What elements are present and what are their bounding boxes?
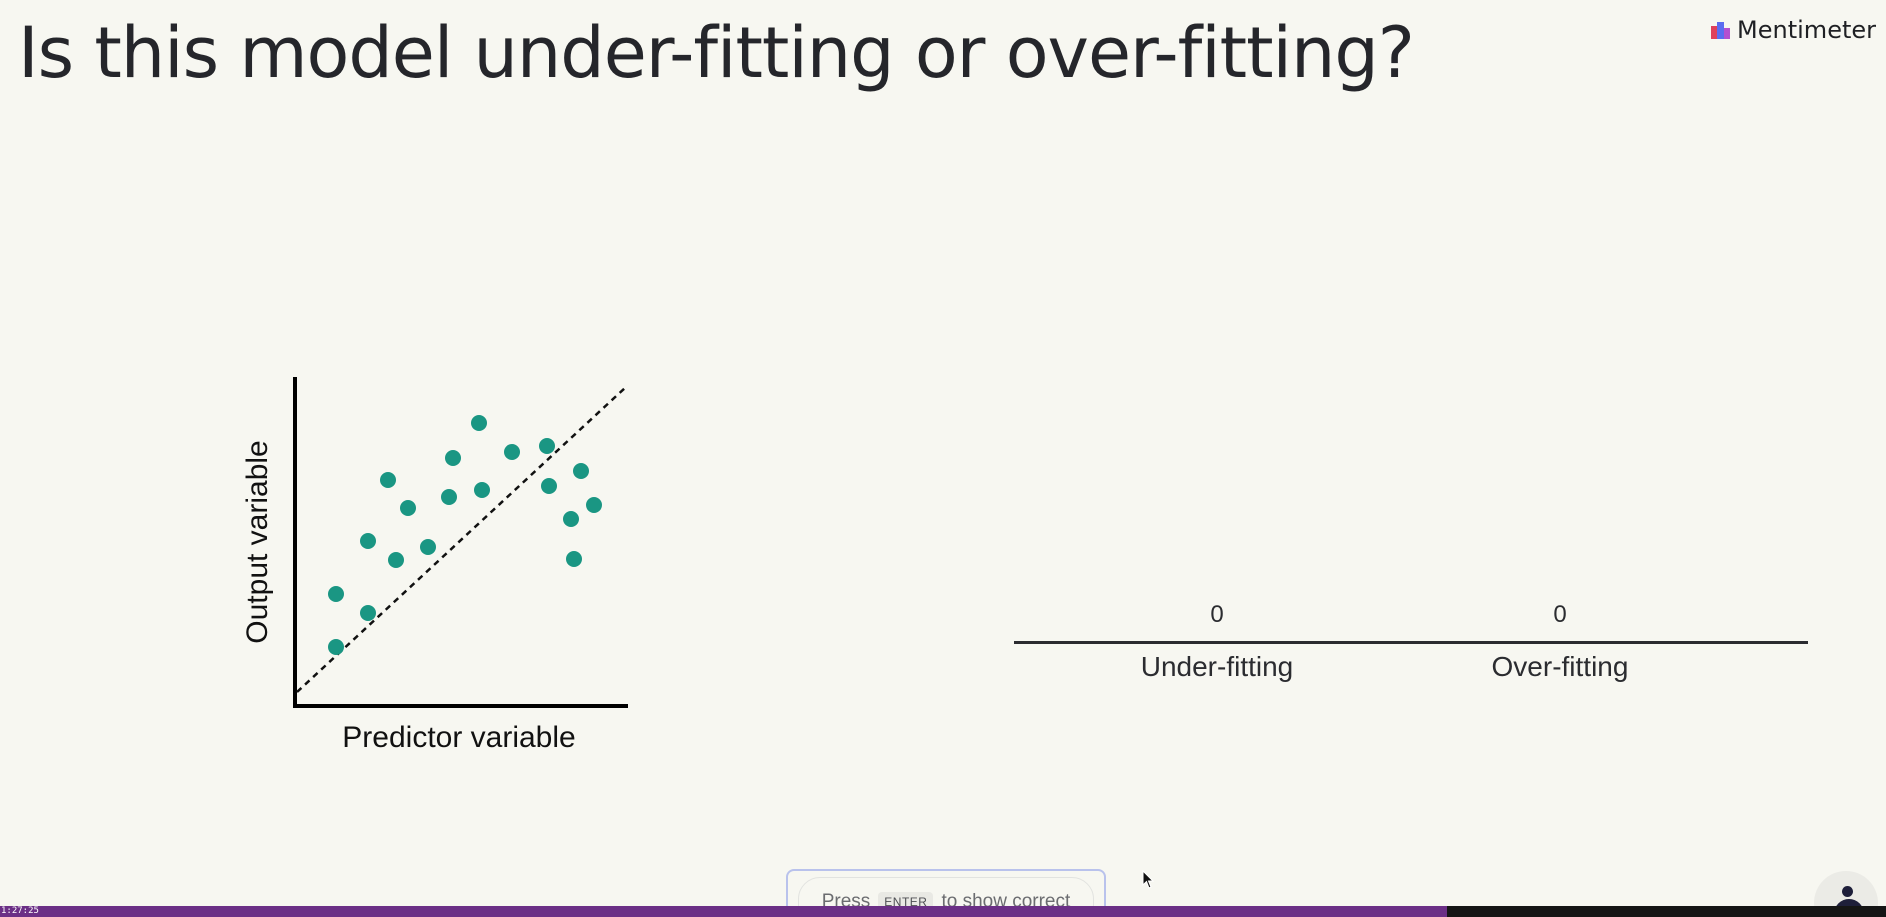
slide-title: Is this model under-fitting or over-fitt… [18, 12, 1415, 94]
data-point [474, 482, 490, 498]
data-point [400, 500, 416, 516]
option-label: Over-fitting [1491, 651, 1629, 682]
data-point [566, 551, 582, 567]
mouse-cursor-icon [1142, 870, 1155, 889]
result-option-over-fitting: 0 Over-fitting [1430, 600, 1690, 684]
data-point [586, 497, 602, 513]
scatter-illustration: Output variable Predictor variable [240, 370, 640, 760]
option-count: 0 [1210, 601, 1224, 628]
data-point [360, 605, 376, 621]
results-baseline [1014, 641, 1808, 644]
data-point [328, 586, 344, 602]
data-point [471, 415, 487, 431]
option-count: 0 [1553, 601, 1567, 628]
y-axis-label: Output variable [241, 440, 274, 643]
person-icon-head [1842, 886, 1853, 897]
fit-line [296, 386, 627, 693]
mentimeter-logo-icon [1711, 22, 1731, 39]
data-point [445, 450, 461, 466]
data-point [541, 478, 557, 494]
data-point [573, 463, 589, 479]
data-points [328, 415, 602, 655]
data-point [328, 639, 344, 655]
data-point [388, 552, 404, 568]
data-point [380, 472, 396, 488]
x-axis-label: Predictor variable [342, 721, 575, 754]
video-progress-fill [0, 906, 1447, 917]
data-point [420, 539, 436, 555]
brand-logo: Mentimeter [1711, 16, 1876, 44]
video-timestamp: 1:27:25 [1, 906, 39, 916]
data-point [504, 444, 520, 460]
option-label: Under-fitting [1140, 651, 1294, 682]
data-point [441, 489, 457, 505]
data-point [563, 511, 579, 527]
results-chart: 0 Under-fitting 0 Over-fitting [1014, 600, 1808, 690]
data-point [539, 438, 555, 454]
data-point [360, 533, 376, 549]
brand-name: Mentimeter [1737, 16, 1876, 44]
result-option-under-fitting: 0 Under-fitting [1087, 600, 1347, 684]
scatter-plot-image: Output variable Predictor variable [241, 377, 628, 754]
video-progress-bar[interactable]: 1:27:25 [0, 906, 1886, 917]
